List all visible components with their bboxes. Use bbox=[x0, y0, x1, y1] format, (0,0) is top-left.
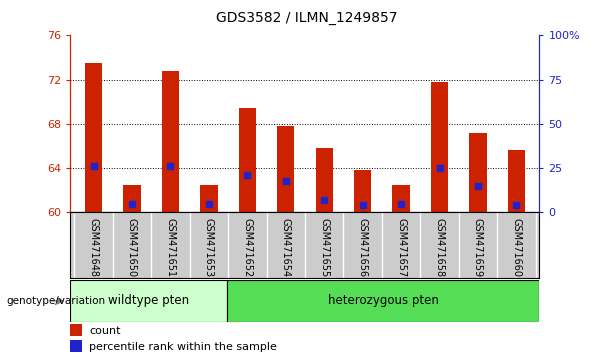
Text: GSM471652: GSM471652 bbox=[242, 218, 253, 277]
Bar bbox=[354, 170, 371, 212]
Bar bbox=[162, 71, 179, 212]
Bar bbox=[508, 150, 525, 212]
Text: GSM471653: GSM471653 bbox=[204, 218, 214, 277]
Text: GSM471654: GSM471654 bbox=[281, 218, 291, 277]
Bar bbox=[70, 340, 82, 353]
Text: count: count bbox=[89, 326, 121, 336]
Text: heterozygous pten: heterozygous pten bbox=[328, 295, 438, 307]
Text: GSM471658: GSM471658 bbox=[435, 218, 444, 277]
Bar bbox=[200, 185, 218, 212]
Text: GSM471655: GSM471655 bbox=[319, 218, 329, 277]
Text: GSM471659: GSM471659 bbox=[473, 218, 483, 277]
Text: genotype/variation: genotype/variation bbox=[6, 296, 105, 306]
Bar bbox=[316, 148, 333, 212]
Bar bbox=[238, 108, 256, 212]
Bar bbox=[70, 324, 82, 336]
Bar bbox=[470, 133, 487, 212]
Text: percentile rank within the sample: percentile rank within the sample bbox=[89, 342, 277, 352]
Bar bbox=[277, 126, 294, 212]
Text: GSM471651: GSM471651 bbox=[166, 218, 175, 277]
Bar bbox=[70, 280, 227, 322]
Bar bbox=[227, 280, 539, 322]
Text: GDS3582 / ILMN_1249857: GDS3582 / ILMN_1249857 bbox=[216, 11, 397, 25]
Bar bbox=[392, 185, 409, 212]
Text: GSM471656: GSM471656 bbox=[357, 218, 368, 277]
Bar bbox=[85, 63, 102, 212]
Bar bbox=[431, 82, 448, 212]
Text: GSM471648: GSM471648 bbox=[88, 218, 99, 276]
Text: GSM471660: GSM471660 bbox=[511, 218, 522, 276]
Bar bbox=[123, 185, 140, 212]
Text: GSM471650: GSM471650 bbox=[127, 218, 137, 277]
Text: wildtype pten: wildtype pten bbox=[108, 295, 189, 307]
Text: GSM471657: GSM471657 bbox=[396, 218, 406, 277]
